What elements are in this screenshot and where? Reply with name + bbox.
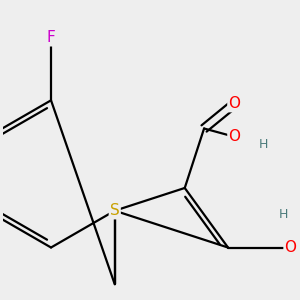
Text: O: O [285,240,297,255]
Text: O: O [228,129,240,144]
Text: H: H [278,208,288,221]
Text: H: H [259,138,268,151]
Text: S: S [110,203,120,218]
Text: O: O [228,96,240,111]
Text: F: F [46,30,56,45]
